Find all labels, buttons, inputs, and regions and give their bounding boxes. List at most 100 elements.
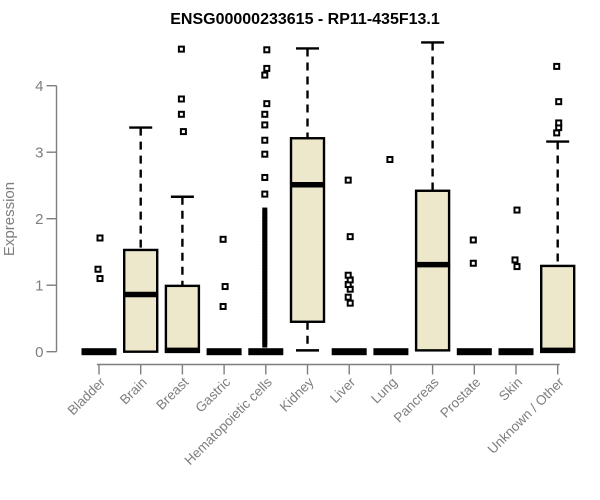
x-category-label: Pancreas — [391, 374, 442, 425]
dense-outlier-point — [262, 300, 268, 306]
y-tick-label: 1 — [35, 277, 43, 294]
dense-outlier-point — [262, 216, 268, 222]
dense-outlier-point — [262, 240, 268, 246]
whiskers-layer — [129, 41, 570, 352]
collapsed-box — [498, 348, 534, 356]
box — [164, 284, 201, 353]
outlier-point — [555, 119, 563, 127]
y-axis: 0 1 2 3 4 — [35, 78, 58, 361]
dense-outlier-point — [262, 231, 268, 237]
outlier-point — [469, 259, 477, 267]
dense-outlier-point — [262, 303, 268, 309]
outlier-point — [263, 100, 271, 108]
outlier-point — [261, 190, 269, 198]
box — [289, 137, 326, 323]
dense-outlier-point — [262, 258, 268, 264]
outlier-point — [346, 233, 354, 241]
dense-outlier-point — [262, 273, 268, 279]
boxes-layer — [81, 137, 576, 356]
outlier-point — [469, 236, 477, 244]
x-category-label: Brain — [117, 375, 150, 408]
outlier-point — [511, 256, 519, 264]
outlier-point — [261, 71, 269, 79]
outlier-point — [221, 283, 229, 291]
outlier-point — [219, 235, 227, 243]
dense-outlier-point — [262, 297, 268, 303]
collapsed-box — [81, 348, 117, 356]
dense-outlier-point — [262, 327, 268, 333]
dense-outlier-point — [262, 324, 268, 330]
dense-outlier-point — [262, 285, 268, 291]
y-tick-label: 4 — [35, 78, 43, 95]
x-category-label: Unknown / Other — [485, 374, 568, 457]
dense-outlier-point — [262, 336, 268, 342]
outlier-point — [263, 64, 271, 72]
x-category-label: Lung — [368, 375, 400, 407]
outlier-point — [177, 95, 185, 103]
box — [414, 189, 451, 352]
box — [540, 264, 576, 353]
dense-outlier-point — [262, 315, 268, 321]
outlier-point — [261, 121, 269, 129]
dense-outlier-point — [262, 237, 268, 243]
outlier-point — [263, 46, 271, 54]
dense-outlier-point — [262, 243, 268, 249]
outlier-point — [179, 128, 187, 136]
chart-title: ENSG00000233615 - RP11-435F13.1 — [170, 11, 440, 28]
outlier-point — [553, 129, 561, 137]
dense-outlier-point — [262, 312, 268, 318]
outlier-point — [96, 234, 104, 242]
dense-outlier-point — [262, 282, 268, 288]
x-category-label: Breast — [153, 374, 191, 412]
dense-outlier-point — [262, 228, 268, 234]
dense-outlier-point — [262, 309, 268, 315]
collapsed-box — [206, 348, 242, 356]
dense-outlier-point — [262, 210, 268, 216]
outlier-point — [555, 98, 563, 106]
dense-outlier-point — [262, 264, 268, 270]
collapsed-box — [456, 348, 492, 356]
collapsed-box — [331, 348, 367, 356]
dense-outlier-point — [262, 213, 268, 219]
outlier-point — [344, 176, 352, 184]
dense-outlier-point — [262, 276, 268, 282]
dense-outlier-point — [262, 246, 268, 252]
box — [122, 248, 159, 353]
y-tick-label: 0 — [35, 344, 43, 361]
x-category-label: Liver — [327, 374, 359, 406]
outlier-point — [261, 173, 269, 181]
dense-outlier-point — [262, 267, 268, 273]
dense-outlier-point — [262, 294, 268, 300]
dense-outlier-point — [262, 279, 268, 285]
x-category-label: Bladder — [65, 374, 109, 418]
outlier-point — [261, 136, 269, 144]
collapsed-box — [248, 348, 284, 356]
dense-outlier-point — [262, 219, 268, 225]
dense-outlier-point — [262, 252, 268, 258]
dense-outlier-point — [262, 255, 268, 261]
outlier-point — [346, 299, 354, 307]
dense-outlier-point — [262, 225, 268, 231]
outlier-point — [177, 45, 185, 53]
dense-outlier-point — [262, 207, 268, 213]
outlier-point — [96, 275, 104, 283]
x-category-label: Skin — [496, 375, 525, 404]
y-tick-label: 2 — [35, 211, 43, 228]
y-tick-label: 3 — [35, 144, 43, 161]
dense-outlier-point — [262, 291, 268, 297]
dense-outlier-point — [262, 306, 268, 312]
dense-outlier-point — [262, 333, 268, 339]
outlier-point — [553, 62, 561, 70]
outlier-point — [261, 150, 269, 158]
outlier-point — [261, 110, 269, 118]
outlier-point — [513, 206, 521, 214]
outlier-point — [177, 110, 185, 118]
dense-outlier-point — [262, 261, 268, 267]
dense-outlier-point — [262, 270, 268, 276]
outlier-point — [513, 263, 521, 271]
x-category-label: Prostate — [437, 375, 483, 421]
outlier-point — [94, 265, 102, 273]
